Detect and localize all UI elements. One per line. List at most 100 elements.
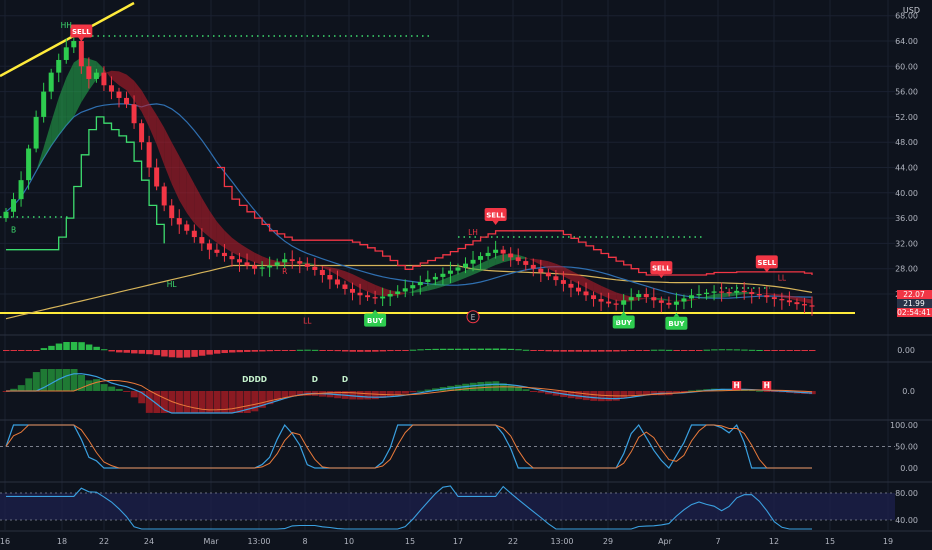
ribbon-segment [721, 292, 730, 298]
ribbon-segment [73, 57, 82, 117]
ribbon-segment [540, 259, 549, 269]
candle-body [719, 291, 725, 293]
oscillator-bar [25, 350, 33, 351]
oscillator-bar [688, 350, 695, 351]
oscillator-bar [274, 350, 281, 351]
last-price-badge [897, 299, 932, 308]
pane-tick-label: 0.0 [902, 387, 915, 396]
momentum-bar [650, 391, 658, 396]
oscillator-bar [801, 350, 808, 351]
structure-label: LL [778, 274, 787, 283]
candle-body [651, 297, 657, 301]
momentum-bar [183, 391, 191, 413]
ribbon-segment [555, 263, 564, 277]
candle-body [425, 279, 431, 282]
ribbon-segment [36, 147, 44, 172]
signal-pointer [673, 312, 680, 317]
candle-body [26, 148, 32, 181]
ribbon-segment [548, 261, 556, 273]
pane-tick-label: 0.00 [900, 464, 918, 473]
ribbon-segment [450, 273, 458, 284]
momentum-bar [401, 391, 409, 394]
price-pane[interactable]: SELL SELL SELL SELL BUY BUY BUY HH HL LL LH H LL B R E [0, 1, 855, 330]
momentum-bar [529, 391, 537, 392]
momentum-bar [288, 391, 296, 397]
candle-body [229, 256, 235, 260]
price-tick-label: 40.00 [895, 189, 918, 198]
oscillator-bar [741, 349, 748, 351]
stoch-d-line [5, 424, 812, 469]
x-tick-label: 12 [769, 537, 779, 546]
momentum-bar [680, 391, 688, 392]
candle-body [184, 224, 190, 231]
momentum-label-box [732, 381, 742, 390]
oscillator-bar [590, 350, 598, 352]
candle-body [93, 72, 99, 79]
momentum-label: D [342, 375, 348, 384]
structure-label: HL [167, 280, 178, 289]
oscillator-bar [48, 345, 55, 350]
indicator-panes: DDDD D DH H [0, 342, 895, 530]
momentum-bar [507, 385, 515, 391]
ribbon-segment [796, 296, 805, 303]
candle-body [199, 237, 205, 244]
signal-label: SELL [72, 28, 91, 36]
oscillator-bar [138, 350, 146, 354]
candle-body [591, 295, 597, 300]
oscillator-bar [492, 348, 500, 350]
sell-signal: SELL [484, 207, 507, 225]
candle-body [696, 294, 702, 296]
momentum-bar [85, 380, 93, 391]
momentum-bar [620, 391, 628, 399]
oscillator-bar [552, 350, 560, 352]
candle-body [18, 180, 24, 200]
oscillator-bar [650, 349, 658, 351]
candle-body [447, 270, 453, 274]
oscillator-bar [70, 342, 78, 350]
momentum-bar [755, 390, 763, 392]
candle-body [636, 294, 642, 298]
signal-label: BUY [616, 319, 633, 327]
oscillator-bar [85, 344, 93, 350]
oscillator-bar [228, 350, 236, 353]
ribbon-segment [714, 293, 722, 298]
momentum-bar [537, 391, 545, 393]
candle-body [237, 259, 243, 263]
oscillator-bar [176, 350, 183, 358]
candle-body [749, 292, 755, 294]
candle-body [673, 301, 679, 305]
oscillator-bar [793, 350, 801, 351]
momentum-bar [582, 391, 590, 401]
candle-body [86, 66, 92, 79]
candle-body [154, 167, 160, 187]
momentum-bar [469, 382, 477, 391]
candle-body [417, 281, 423, 286]
momentum-bar [642, 391, 650, 395]
ribbon-segment [405, 291, 413, 294]
candle-body [688, 295, 694, 299]
oscillator-bar [115, 350, 123, 353]
ribbon-segment [608, 289, 617, 301]
oscillator-bar [40, 348, 48, 350]
candle-body [48, 72, 54, 92]
momentum-bar [364, 391, 372, 400]
oscillator-bar [349, 350, 357, 352]
oscillator-bar [409, 349, 417, 351]
momentum-bar [492, 381, 500, 391]
oscillator-bar [620, 350, 628, 352]
signal-label: SELL [652, 265, 671, 273]
momentum-bar [695, 389, 703, 391]
ribbon-segment [103, 68, 112, 79]
ribbon-segment [329, 267, 338, 276]
signal-pointer [658, 274, 665, 279]
ribbon-segment [616, 292, 624, 302]
candle-body [3, 211, 9, 219]
candle-body [365, 295, 371, 298]
buy-signal: BUY [364, 309, 387, 327]
oscillator-bar [63, 342, 70, 350]
ribbon-segment [345, 271, 353, 285]
oscillator-bar [748, 349, 756, 351]
oscillator-bar [281, 350, 289, 351]
oscillator-bar [131, 350, 138, 354]
